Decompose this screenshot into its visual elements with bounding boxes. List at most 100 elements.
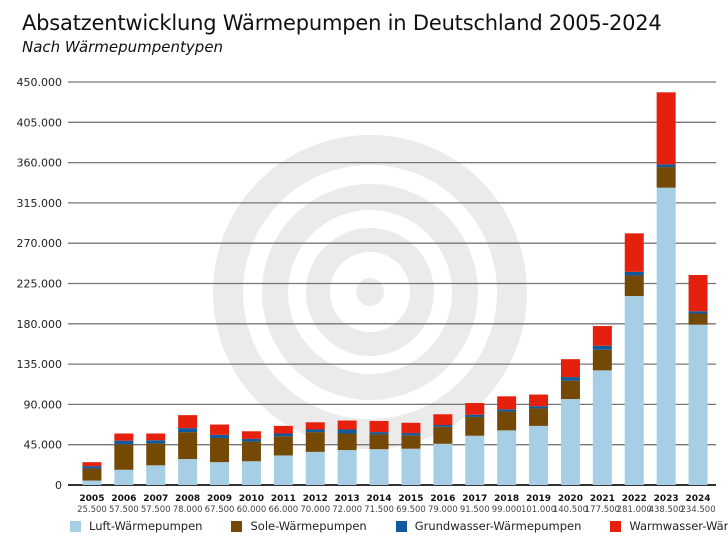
bar-segment-luft-w-rmepumpen2017 [465, 435, 485, 485]
x-tick-label: 2021 [590, 494, 615, 504]
y-tick-label: 135.000 [17, 358, 63, 371]
bar-segment-grundwasser-w-rmepumpen2005 [82, 466, 102, 469]
bar-segment-grundwasser-w-rmepumpen2022 [624, 271, 644, 276]
bar-segment-grundwasser-w-rmepumpen2006 [114, 440, 134, 445]
bar-segment-sole-w-rmepumpen2015 [401, 435, 421, 449]
bar-segment-grundwasser-w-rmepumpen2019 [529, 406, 549, 409]
bar-segment-sole-w-rmepumpen2011 [273, 436, 293, 456]
bar-segment-sole-w-rmepumpen2005 [82, 468, 102, 481]
bar-segment-sole-w-rmepumpen2013 [337, 433, 357, 451]
bar-segment-luft-w-rmepumpen2019 [529, 425, 549, 485]
x-tick-label: 2011 [271, 494, 296, 504]
bar-segment-luft-w-rmepumpen2008 [178, 459, 198, 485]
bar-segment-luft-w-rmepumpen2021 [592, 370, 612, 485]
x-tick-label: 2007 [143, 494, 168, 504]
x-tick-label: 2018 [494, 494, 519, 504]
total-label: 69.500 [396, 505, 426, 515]
total-label: 71.500 [364, 505, 394, 515]
total-label: 234.500 [680, 505, 715, 515]
y-tick-label: 405.000 [17, 116, 63, 129]
bar-segment-luft-w-rmepumpen2007 [146, 465, 166, 485]
bar-segment-luft-w-rmepumpen2011 [273, 455, 293, 485]
x-tick-label: 2008 [175, 494, 200, 504]
chart-title: Absatzentwicklung Wärmepumpen in Deutsch… [22, 11, 662, 35]
total-label: 91.500 [460, 505, 490, 515]
bar-segment-warmwasser-w-rmepumpen2006 [114, 433, 134, 441]
legend-swatch [231, 520, 243, 532]
bar-segment-sole-w-rmepumpen2022 [624, 275, 644, 297]
x-tick-label: 2016 [430, 494, 455, 504]
y-tick-label: 45.000 [24, 439, 63, 452]
bar-segment-sole-w-rmepumpen2021 [592, 349, 612, 371]
bar-segment-grundwasser-w-rmepumpen2014 [369, 432, 389, 435]
bar-segment-grundwasser-w-rmepumpen2012 [305, 429, 325, 433]
bar-segment-grundwasser-w-rmepumpen2008 [178, 428, 198, 433]
bar-segment-luft-w-rmepumpen2014 [369, 449, 389, 485]
bar-segment-grundwasser-w-rmepumpen2013 [337, 429, 357, 434]
bar-segment-grundwasser-w-rmepumpen2015 [401, 433, 421, 436]
x-tick-label: 2010 [239, 494, 264, 504]
bar-segment-luft-w-rmepumpen2022 [624, 296, 644, 485]
bar-segment-sole-w-rmepumpen2023 [656, 167, 676, 188]
y-tick-label: 0 [55, 479, 62, 492]
bar-segment-sole-w-rmepumpen2012 [305, 432, 325, 452]
bar-segment-sole-w-rmepumpen2014 [369, 434, 389, 450]
bar-segment-grundwasser-w-rmepumpen2017 [465, 414, 485, 417]
bar-segment-warmwasser-w-rmepumpen2009 [210, 424, 230, 435]
total-label: 60.000 [237, 505, 267, 515]
bar-segment-sole-w-rmepumpen2018 [497, 411, 517, 431]
bar-segment-warmwasser-w-rmepumpen2005 [82, 462, 102, 467]
bar-segment-luft-w-rmepumpen2012 [305, 451, 325, 485]
bar-segment-grundwasser-w-rmepumpen2009 [210, 434, 230, 438]
bar-segment-warmwasser-w-rmepumpen2013 [337, 420, 357, 430]
bar-segment-grundwasser-w-rmepumpen2016 [433, 424, 453, 427]
bar-segment-warmwasser-w-rmepumpen2023 [656, 92, 676, 165]
legend-label: Sole-Wärmepumpen [250, 519, 367, 533]
bar-segment-warmwasser-w-rmepumpen2019 [529, 394, 549, 407]
bar-segment-sole-w-rmepumpen2008 [178, 432, 198, 460]
bar-segment-grundwasser-w-rmepumpen2018 [497, 409, 517, 412]
bar-segment-luft-w-rmepumpen2009 [210, 462, 230, 485]
total-label: 67.500 [205, 505, 235, 515]
bar-segment-luft-w-rmepumpen2015 [401, 448, 421, 485]
bar-segment-luft-w-rmepumpen2016 [433, 443, 453, 485]
bar-segment-luft-w-rmepumpen2005 [82, 480, 102, 485]
total-label: 57.500 [109, 505, 139, 515]
bar-segment-warmwasser-w-rmepumpen2020 [560, 359, 580, 378]
x-tick-label: 2012 [303, 494, 328, 504]
bar-segment-grundwasser-w-rmepumpen2021 [592, 345, 612, 350]
bar-segment-sole-w-rmepumpen2006 [114, 444, 134, 470]
x-tick-label: 2005 [79, 494, 104, 504]
bar-segment-warmwasser-w-rmepumpen2007 [146, 433, 166, 441]
bar-segment-warmwasser-w-rmepumpen2014 [369, 420, 389, 433]
x-tick-label: 2020 [558, 494, 583, 504]
bar-segment-warmwasser-w-rmepumpen2010 [241, 431, 261, 439]
bar-segment-warmwasser-w-rmepumpen2022 [624, 233, 644, 272]
x-tick-label: 2015 [398, 494, 423, 504]
bar-segment-warmwasser-w-rmepumpen2008 [178, 415, 198, 429]
x-tick-label: 2014 [367, 494, 392, 504]
y-tick-label: 315.000 [17, 197, 63, 210]
bar-segment-grundwasser-w-rmepumpen2010 [241, 438, 261, 442]
legend-item: Sole-Wärmepumpen [231, 519, 367, 533]
bar-segment-warmwasser-w-rmepumpen2024 [688, 274, 708, 312]
bar-segment-luft-w-rmepumpen2010 [241, 461, 261, 485]
y-tick-label: 180.000 [17, 318, 63, 331]
bar-segment-sole-w-rmepumpen2007 [146, 443, 166, 466]
total-label: 79.000 [428, 505, 458, 515]
x-tick-label: 2022 [622, 494, 647, 504]
total-label: 25.500 [77, 505, 107, 515]
x-tick-label: 2024 [686, 494, 711, 504]
x-tick-label: 2013 [335, 494, 360, 504]
bar-segment-warmwasser-w-rmepumpen2018 [497, 396, 517, 410]
total-label: 66.000 [268, 505, 298, 515]
bar-segment-warmwasser-w-rmepumpen2015 [401, 422, 421, 434]
bar-segment-sole-w-rmepumpen2019 [529, 408, 549, 426]
bar-segment-luft-w-rmepumpen2006 [114, 469, 134, 485]
total-label: 281.000 [617, 505, 652, 515]
bar-segment-grundwasser-w-rmepumpen2024 [688, 311, 708, 314]
legend-swatch [70, 520, 81, 532]
y-tick-label: 450.000 [17, 76, 63, 89]
bar-segment-sole-w-rmepumpen2017 [465, 416, 485, 436]
